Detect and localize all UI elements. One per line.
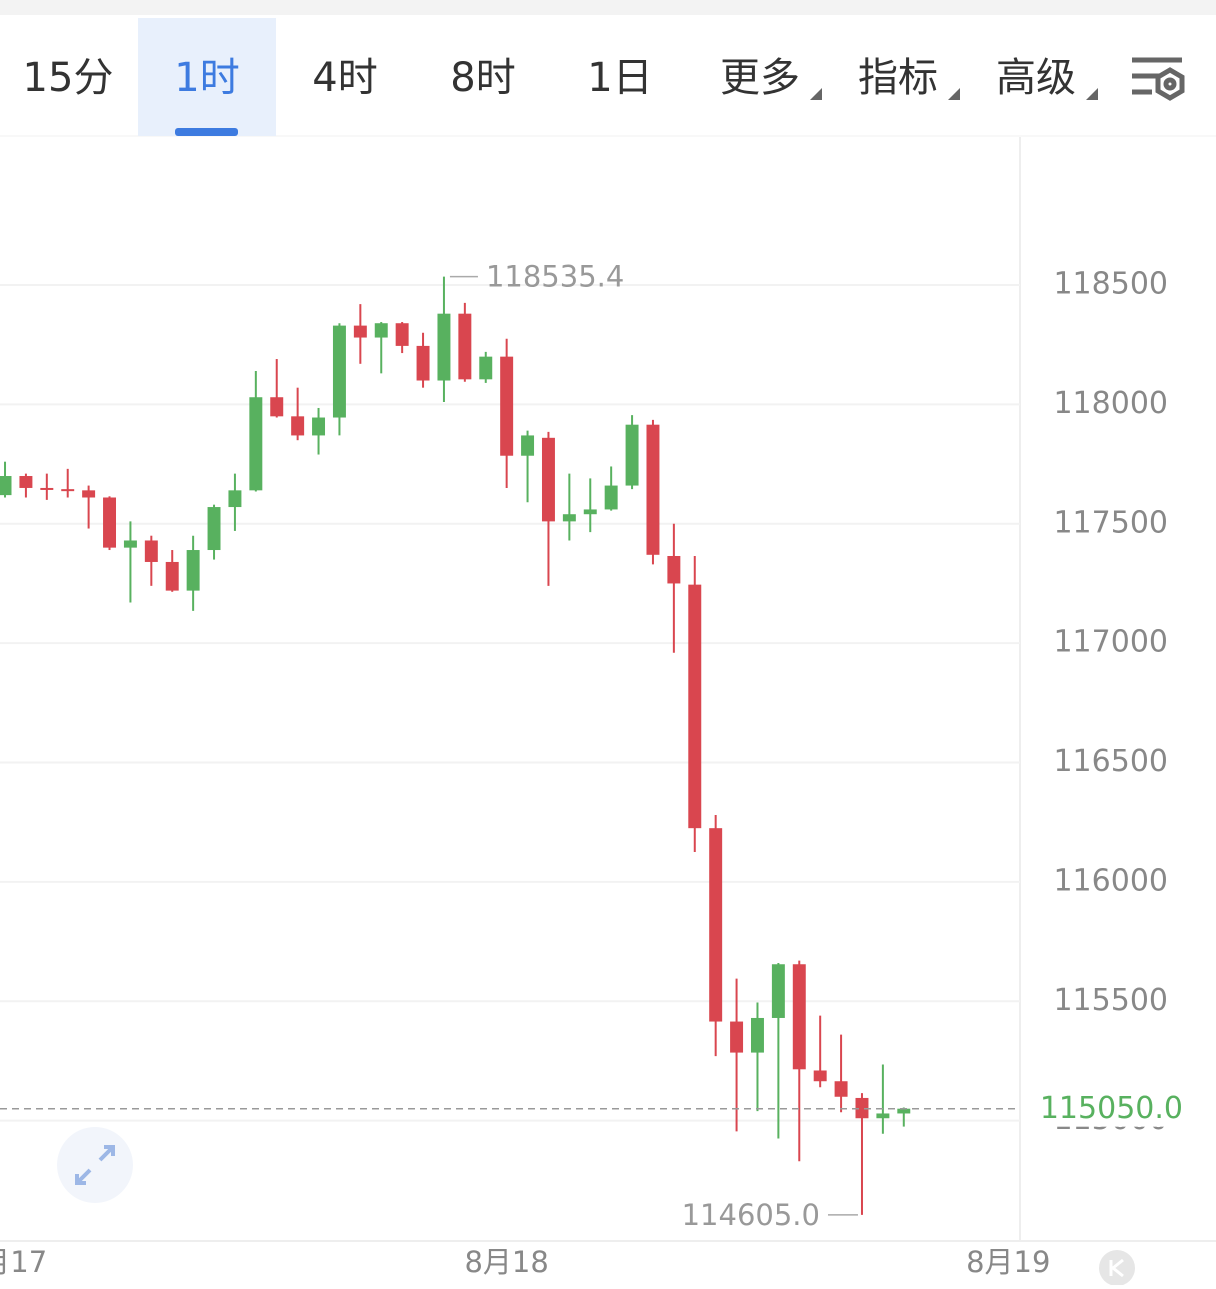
settings-icon[interactable]: [1132, 57, 1185, 101]
candle-body: [165, 561, 179, 591]
tab[interactable]: 指标: [858, 55, 938, 101]
candle-body: [123, 540, 137, 548]
candle-body: [103, 497, 117, 548]
plot: 1150001155001160001165001170001175001180…: [0, 260, 1216, 1279]
dropdown-caret: [1086, 88, 1098, 100]
max-marker-label: 118535.4: [486, 260, 624, 294]
candle-body: [771, 964, 785, 1018]
candle-body: [876, 1113, 890, 1119]
x-tick-label: 8月19: [966, 1245, 1050, 1279]
dropdown-caret: [810, 88, 822, 100]
tab[interactable]: 1时: [174, 55, 239, 101]
tab[interactable]: 8时: [450, 55, 515, 101]
candle-body: [144, 540, 158, 562]
candle-body: [437, 313, 451, 381]
candle-body: [479, 356, 493, 380]
candle-body: [834, 1081, 848, 1097]
k-logo: [1099, 1250, 1135, 1286]
candle-body: [249, 397, 263, 491]
y-tick-label: 115500: [1053, 983, 1168, 1018]
y-tick-label: 116500: [1053, 744, 1168, 779]
y-tick-label: 118500: [1053, 267, 1168, 302]
candle-body: [291, 416, 305, 436]
candle-body: [792, 964, 806, 1070]
candle-body: [395, 323, 409, 346]
candle-body: [730, 1021, 744, 1053]
tabs: 15分 1时 4时 8时 1日 更多 指标 高级: [23, 18, 1098, 136]
tab[interactable]: 4时: [312, 55, 377, 101]
candle-body: [709, 828, 723, 1022]
candle-body: [813, 1070, 827, 1082]
candle-body: [353, 325, 367, 338]
candle-body: [458, 313, 472, 380]
candle-body: [604, 485, 618, 510]
expand-button[interactable]: [57, 1127, 133, 1203]
candle-body: [500, 356, 514, 456]
candle-body: [82, 490, 96, 498]
candle-body: [61, 489, 75, 492]
candle-body: [332, 325, 346, 418]
x-tick-label: 8月18: [464, 1245, 548, 1279]
last-price-label: 115050.0: [1040, 1091, 1183, 1126]
candle-body: [897, 1108, 911, 1114]
candle-body: [207, 507, 221, 551]
candle-body: [667, 555, 681, 584]
tab-active-bg: [138, 18, 276, 136]
tab-indicator: [175, 128, 238, 136]
tab[interactable]: 更多: [720, 55, 800, 101]
tab[interactable]: 高级: [996, 55, 1076, 101]
tab[interactable]: 15分: [23, 55, 114, 101]
candle-body: [186, 550, 200, 591]
candle-body: [562, 514, 576, 522]
candle-body: [374, 323, 388, 338]
candle-body: [646, 424, 660, 555]
y-tick-label: 116000: [1053, 863, 1168, 898]
candle-body: [228, 490, 242, 508]
candle-body: [40, 487, 54, 490]
tab[interactable]: 1日: [587, 55, 652, 101]
candle-body: [625, 424, 639, 486]
candle-body: [19, 476, 33, 488]
last-price-bg: [1022, 1090, 1216, 1127]
candle-body: [750, 1017, 764, 1053]
candle-body: [583, 509, 597, 515]
y-tick-label: 118000: [1053, 386, 1168, 421]
candle-body: [270, 397, 284, 417]
candle-body: [541, 437, 555, 522]
candle-body: [688, 584, 702, 829]
candle-body: [521, 435, 535, 456]
candle-body: [855, 1097, 869, 1119]
dropdown-caret: [948, 88, 960, 100]
candle-body: [312, 417, 326, 436]
candle-body: [0, 476, 12, 496]
status-strip: [0, 0, 1216, 15]
min-marker-label: 114605.0: [682, 1198, 820, 1232]
y-tick-label: 117500: [1053, 505, 1168, 540]
y-tick-label: 117000: [1053, 625, 1168, 660]
candle-body: [416, 345, 430, 381]
x-tick-label: 8月17: [0, 1245, 47, 1279]
